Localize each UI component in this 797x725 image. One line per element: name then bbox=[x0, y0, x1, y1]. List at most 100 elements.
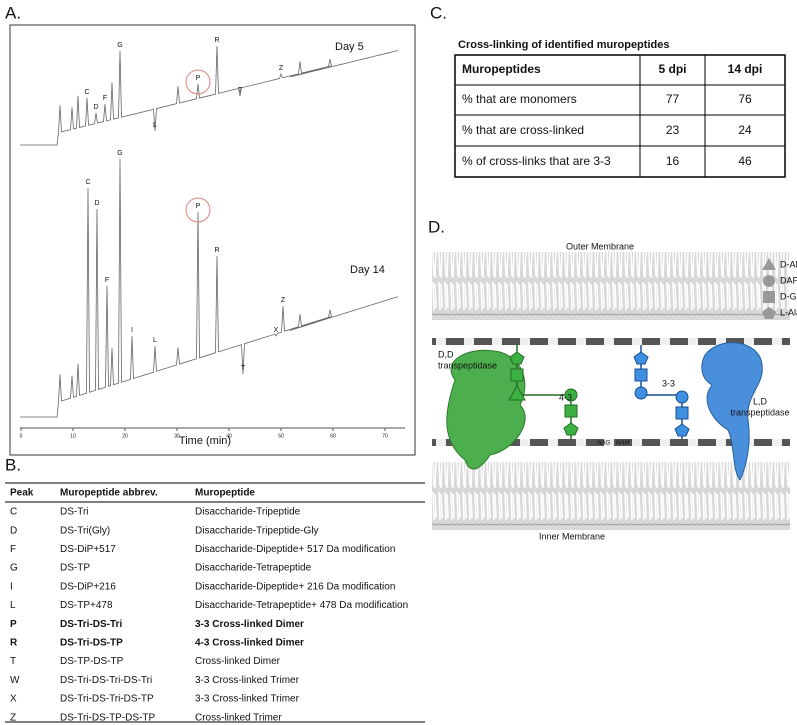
table-cell: Z bbox=[10, 712, 16, 723]
panel-label: D. bbox=[428, 217, 445, 236]
legend-label: L-Ala bbox=[780, 307, 797, 317]
panel-label: C. bbox=[430, 3, 447, 22]
x-tick-label: 40 bbox=[226, 433, 232, 439]
x-tick-label: 10 bbox=[70, 433, 76, 439]
outer-membrane bbox=[432, 252, 790, 320]
table-header: 14 dpi bbox=[728, 62, 763, 76]
peak-label: G bbox=[117, 150, 122, 157]
peak-label: D bbox=[94, 200, 99, 207]
trace-name: Day 5 bbox=[335, 41, 364, 53]
table-cell: Cross-linked Trimer bbox=[195, 712, 282, 723]
x-tick-label: 50 bbox=[278, 433, 284, 439]
glycan-strand bbox=[432, 338, 790, 345]
table-cell: 16 bbox=[666, 154, 680, 168]
legend-label: D-Glu bbox=[780, 291, 797, 301]
membrane-label: Inner Membrane bbox=[539, 531, 605, 541]
table-cell: DS-Tri-DS-Tri-DS-TP bbox=[60, 694, 154, 705]
table-cell: Disaccharide-Tripeptide-Gly bbox=[195, 525, 319, 536]
table-cell: % that are cross-linked bbox=[462, 123, 584, 137]
peak-label: P bbox=[196, 75, 201, 82]
peak-label: P bbox=[196, 203, 201, 210]
table-cell: Disaccharide-Tetrapeptide+ 478 Da modifi… bbox=[195, 600, 408, 611]
table-cell: 3-3 Cross-linked Trimer bbox=[195, 675, 300, 686]
table-cell: 77 bbox=[666, 92, 680, 106]
peak-label: L bbox=[153, 337, 157, 344]
panel-label: A. bbox=[5, 3, 21, 22]
table-cell: DS-TP+478 bbox=[60, 600, 113, 611]
table-cell: C bbox=[10, 507, 17, 518]
table-cell: % that are monomers bbox=[462, 92, 577, 106]
table-cell: DS-Tri-DS-TP bbox=[60, 638, 123, 649]
peak-label: Z bbox=[279, 65, 284, 72]
table-cell: Disaccharide-Tetrapeptide bbox=[195, 563, 312, 574]
panel-frame bbox=[9, 24, 416, 456]
peak-label: R bbox=[214, 37, 219, 44]
peak-label: R bbox=[214, 247, 219, 254]
table-cell: I bbox=[10, 581, 13, 592]
peak-label: C bbox=[84, 89, 89, 96]
peak-label: L bbox=[153, 122, 157, 129]
table-cell: DS-TP-DS-TP bbox=[60, 656, 124, 667]
table-cell: DS-Tri-DS-TP-DS-TP bbox=[60, 712, 156, 723]
table-cell: Disaccharide-Tripeptide bbox=[195, 507, 301, 518]
table-cell: Disaccharide-Dipeptide+ 517 Da modificat… bbox=[195, 544, 395, 555]
dd-transpeptidase bbox=[446, 349, 526, 470]
table-cell: DS-Tri(Gly) bbox=[60, 525, 110, 536]
peak-highlight bbox=[185, 197, 211, 223]
peak-label: T bbox=[238, 87, 243, 94]
x-tick-label: 70 bbox=[382, 433, 388, 439]
enzyme-label: D,D bbox=[438, 349, 454, 359]
table-cell: D bbox=[10, 525, 17, 536]
peak-label: G bbox=[117, 42, 122, 49]
table-cell: T bbox=[10, 656, 16, 667]
x-tick-label: 20 bbox=[122, 433, 128, 439]
table-frame bbox=[454, 54, 786, 178]
table-cell: Cross-linked Dimer bbox=[195, 656, 281, 667]
table-cell: L bbox=[10, 600, 16, 611]
peak-highlight bbox=[185, 69, 211, 95]
table-cell: DS-Tri-DS-Tri-DS-Tri bbox=[60, 675, 152, 686]
table-cell: R bbox=[10, 638, 18, 649]
legend-label: D-Ala bbox=[780, 259, 797, 269]
table-cell: Disaccharide-Dipeptide+ 216 Da modificat… bbox=[195, 581, 395, 592]
peak-label: C bbox=[85, 179, 90, 186]
table-cell: 46 bbox=[738, 154, 752, 168]
x-tick-label: 60 bbox=[330, 433, 336, 439]
table-cell: G bbox=[10, 563, 18, 574]
peak-label: I bbox=[131, 327, 133, 334]
table-cell: W bbox=[10, 675, 20, 686]
chromatogram-trace bbox=[20, 158, 399, 418]
link-label: 3-3 bbox=[662, 378, 675, 388]
enzyme-label: transpeptidase bbox=[438, 360, 497, 370]
table-header: Muropeptide bbox=[195, 488, 255, 499]
table-title: Cross-linking of identified muropeptides bbox=[458, 39, 669, 51]
ld-transpeptidase bbox=[701, 342, 763, 481]
peak-label: F bbox=[103, 95, 107, 102]
table-cell: DS-Tri bbox=[60, 507, 89, 518]
table-cell: DS-TP bbox=[60, 563, 90, 574]
table-cell: 24 bbox=[738, 123, 752, 137]
table-cell: F bbox=[10, 544, 16, 555]
inner-membrane bbox=[432, 462, 790, 530]
table-cell: P bbox=[10, 619, 17, 630]
legend-shapes bbox=[762, 258, 776, 319]
membrane-label: Outer Membrane bbox=[566, 241, 634, 251]
peptide-residues bbox=[633, 351, 690, 437]
sugar-label: NAM bbox=[616, 441, 629, 447]
peak-label: F bbox=[105, 277, 109, 284]
table-cell: 3-3 Cross-linked Dimer bbox=[195, 619, 304, 630]
peak-label: X bbox=[274, 327, 279, 334]
trace-name: Day 14 bbox=[350, 264, 385, 276]
table-cell: X bbox=[10, 694, 17, 705]
enzyme-label: L,D bbox=[753, 396, 768, 406]
table-header: Peak bbox=[10, 488, 34, 499]
table-cell: 76 bbox=[738, 92, 752, 106]
table-header: 5 dpi bbox=[658, 62, 686, 76]
x-tick-label: 30 bbox=[174, 433, 180, 439]
panel-label: B. bbox=[5, 455, 21, 474]
table-header: Muropeptide abbrev. bbox=[60, 488, 158, 499]
table-cell: 23 bbox=[666, 123, 680, 137]
peak-label: Z bbox=[281, 297, 286, 304]
x-tick-label: 0 bbox=[20, 433, 23, 439]
